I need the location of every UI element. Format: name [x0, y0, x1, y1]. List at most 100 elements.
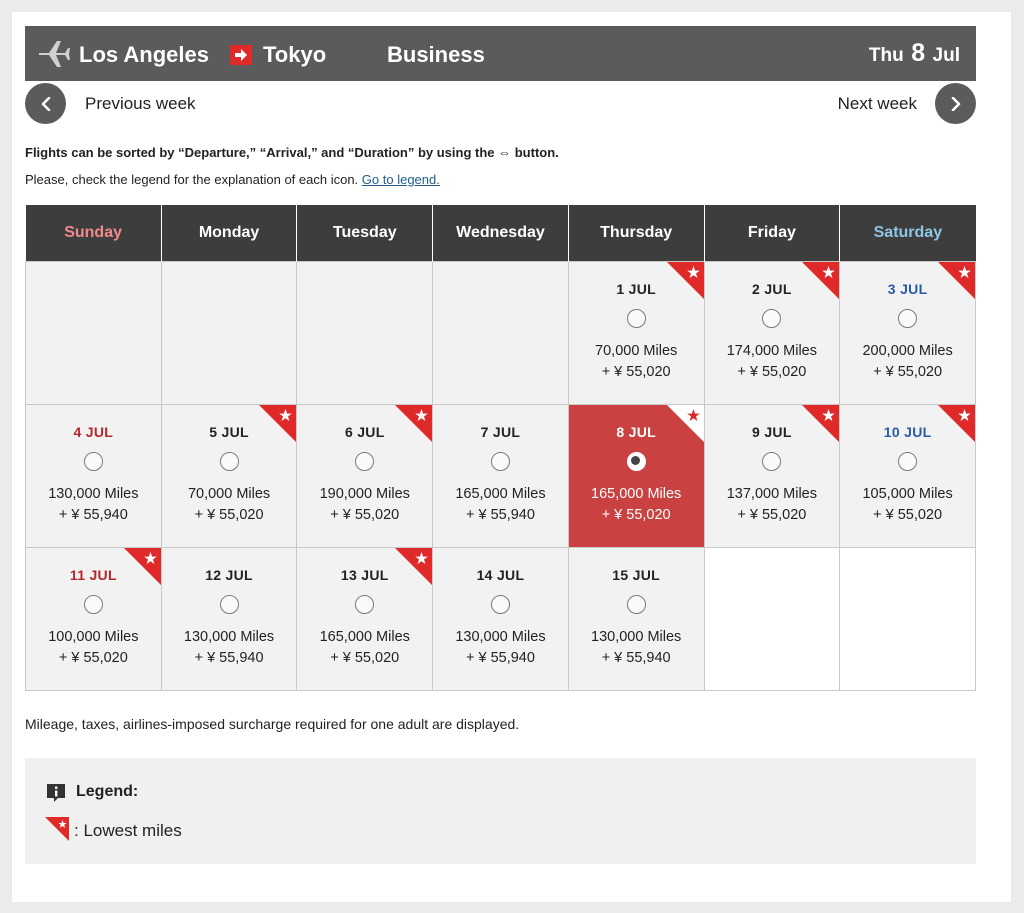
- legend-instructions: Please, check the legend for the explana…: [25, 172, 440, 187]
- date-radio[interactable]: [219, 594, 239, 614]
- calendar-day-cell[interactable]: 7 JUL 165,000 Miles + ¥ 55,940: [432, 403, 569, 548]
- fare-tax: + ¥ 55,940: [194, 649, 264, 666]
- weekday-thursday: Thursday: [568, 205, 705, 261]
- calendar-day-cell[interactable]: 3 JUL 200,000 Miles + ¥ 55,020: [839, 260, 976, 405]
- fare-info: 190,000 Miles + ¥ 55,020: [297, 484, 432, 526]
- calendar-week-row: 4 JUL 130,000 Miles + ¥ 55,940 5 JUL 70,000 …: [25, 403, 976, 548]
- date-radio[interactable]: [762, 451, 782, 471]
- fare-tax: + ¥ 55,020: [601, 506, 671, 523]
- next-week-link[interactable]: Next week: [837, 94, 917, 113]
- fare-info: 165,000 Miles + ¥ 55,940: [433, 484, 568, 526]
- star-ribbon-icon: [395, 404, 433, 442]
- weekday-saturday: Saturday: [839, 205, 976, 261]
- fare-tax: + ¥ 55,020: [601, 363, 671, 380]
- fare-tax: + ¥ 55,940: [465, 506, 535, 523]
- fare-info: 130,000 Miles + ¥ 55,940: [569, 627, 704, 669]
- previous-week-link[interactable]: Previous week: [85, 94, 196, 113]
- next-week-button[interactable]: [935, 83, 976, 124]
- fare-info: 165,000 Miles + ¥ 55,020: [569, 484, 704, 526]
- fare-tax: + ¥ 55,020: [330, 506, 400, 523]
- calendar-day-cell[interactable]: 12 JUL 130,000 Miles + ¥ 55,940: [160, 546, 298, 691]
- day-date: 15 JUL: [612, 566, 661, 583]
- star-ribbon-icon: [938, 404, 975, 442]
- fare-info: 137,000 Miles + ¥ 55,020: [705, 484, 840, 526]
- date-radio[interactable]: [626, 308, 646, 328]
- route-header: Los Angeles Tokyo Business Thu 8 Jul: [25, 26, 976, 81]
- go-to-legend-link[interactable]: Go to legend.: [361, 172, 440, 187]
- fare-tax: + ¥ 55,020: [873, 363, 943, 380]
- day-date: 1 JUL: [616, 280, 656, 297]
- date-radio[interactable]: [626, 451, 646, 471]
- date-radio[interactable]: [898, 451, 918, 471]
- star-ribbon-icon: [259, 404, 297, 442]
- star-ribbon-icon: [123, 547, 161, 585]
- fare-tax: + ¥ 55,020: [737, 506, 807, 523]
- destination-city: Tokyo: [263, 42, 327, 67]
- calendar-day-cell[interactable]: 13 JUL 165,000 Miles + ¥ 55,020: [296, 546, 434, 691]
- fare-info: 130,000 Miles + ¥ 55,940: [162, 627, 297, 669]
- date-month: Jul: [932, 45, 960, 66]
- day-date: 10 JUL: [883, 423, 932, 440]
- calendar-day-cell[interactable]: 9 JUL 137,000 Miles + ¥ 55,020: [703, 403, 841, 548]
- fare-miles: 130,000 Miles: [183, 628, 275, 645]
- calendar-day-cell[interactable]: 5 JUL 70,000 Miles + ¥ 55,020: [160, 403, 298, 548]
- date-radio[interactable]: [490, 451, 510, 471]
- weekday-tuesday: Tuesday: [296, 205, 434, 261]
- date-radio[interactable]: [898, 308, 918, 328]
- calendar-day-cell[interactable]: 10 JUL 105,000 Miles + ¥ 55,020: [839, 403, 976, 548]
- star-ribbon-icon: [802, 404, 840, 442]
- calendar-day-cell[interactable]: 2 JUL 174,000 Miles + ¥ 55,020: [703, 260, 841, 405]
- calendar-day-cell[interactable]: 8 JUL 165,000 Miles + ¥ 55,020: [567, 403, 705, 548]
- fare-miles: 190,000 Miles: [319, 485, 410, 502]
- weekday-header-row: Sunday Monday Tuesday Wednesday Thursday…: [25, 205, 976, 261]
- day-date: 12 JUL: [205, 566, 253, 583]
- calendar-empty-cell: [160, 260, 298, 405]
- date-radio[interactable]: [83, 451, 103, 471]
- fare-miles: 137,000 Miles: [726, 485, 817, 502]
- calendar-empty-cell: [432, 260, 569, 405]
- date-radio[interactable]: [83, 594, 103, 614]
- fare-miles: 130,000 Miles: [591, 628, 682, 645]
- date-radio[interactable]: [355, 451, 375, 471]
- fare-tax: + ¥ 55,020: [58, 649, 128, 666]
- calendar-day-cell[interactable]: 1 JUL 70,000 Miles + ¥ 55,020: [567, 260, 705, 405]
- date-day: 8: [911, 39, 926, 67]
- day-date: 4 JUL: [73, 423, 114, 440]
- chevron-left-icon: [41, 96, 50, 111]
- legend-section: Legend: : Lowest miles: [25, 758, 976, 864]
- previous-week-button[interactable]: [25, 83, 66, 124]
- day-date: 7 JUL: [480, 423, 521, 440]
- fare-info: 100,000 Miles + ¥ 55,020: [26, 627, 161, 669]
- cabin-class: Business: [387, 42, 485, 67]
- fare-tax: + ¥ 55,020: [737, 363, 807, 380]
- date-radio[interactable]: [762, 308, 782, 328]
- fare-info: 174,000 Miles + ¥ 55,020: [705, 341, 840, 383]
- star-ribbon-icon: [666, 404, 704, 442]
- calendar-day-cell[interactable]: 14 JUL 130,000 Miles + ¥ 55,940: [432, 546, 569, 691]
- calendar-day-cell[interactable]: 11 JUL 100,000 Miles + ¥ 55,020: [25, 546, 162, 691]
- calendar-day-cell[interactable]: 15 JUL 130,000 Miles + ¥ 55,940: [567, 546, 705, 691]
- fare-tax: + ¥ 55,020: [194, 506, 264, 523]
- calendar-day-cell[interactable]: 4 JUL 130,000 Miles + ¥ 55,940: [25, 403, 162, 548]
- calendar-week-row: 11 JUL 100,000 Miles + ¥ 55,020 12 JUL 130,0…: [25, 546, 976, 691]
- star-ribbon-icon: [938, 261, 975, 299]
- date-radio[interactable]: [626, 594, 646, 614]
- date-radio[interactable]: [355, 594, 375, 614]
- legend-title: Legend:: [76, 783, 139, 800]
- date-radio[interactable]: [219, 451, 239, 471]
- weekday-wednesday: Wednesday: [432, 205, 569, 261]
- fare-calendar: Sunday Monday Tuesday Wednesday Thursday…: [25, 205, 976, 691]
- fare-info: 165,000 Miles + ¥ 55,020: [297, 627, 432, 669]
- fare-miles: 130,000 Miles: [48, 485, 139, 502]
- star-ribbon-icon: [666, 261, 704, 299]
- star-ribbon-icon: [395, 547, 433, 585]
- fare-info: 70,000 Miles + ¥ 55,020: [569, 341, 704, 383]
- fare-tax: + ¥ 55,940: [465, 649, 535, 666]
- calendar-day-cell[interactable]: 6 JUL 190,000 Miles + ¥ 55,020: [296, 403, 434, 548]
- arrow-right-icon: [230, 45, 252, 65]
- weekday-sunday: Sunday: [25, 205, 162, 261]
- calendar-empty-cell: [839, 546, 976, 691]
- day-date: 2 JUL: [752, 280, 792, 297]
- date-radio[interactable]: [490, 594, 510, 614]
- origin-city: Los Angeles: [79, 42, 209, 67]
